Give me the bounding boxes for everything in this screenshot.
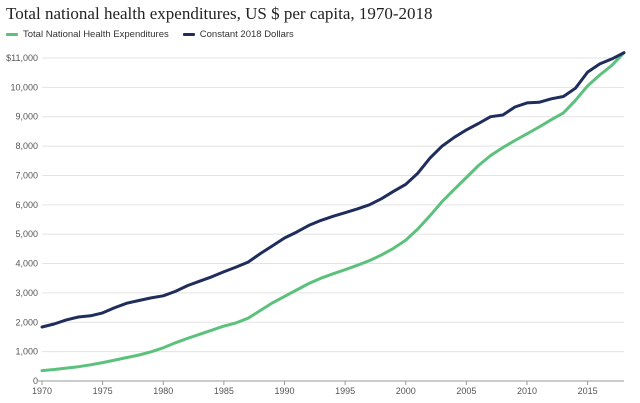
series-lines (40, 51, 626, 373)
y-tick-label: 0 (33, 376, 38, 386)
x-tick-label: 1970 (32, 386, 52, 396)
y-tick-label: 8,000 (15, 141, 38, 151)
legend-label-constant: Constant 2018 Dollars (199, 29, 294, 40)
x-tick-label: 1990 (274, 386, 294, 396)
x-tick-label: 2000 (396, 386, 416, 396)
legend-swatch-constant (182, 33, 195, 36)
legend-swatch-total (6, 33, 18, 36)
y-tick-label: 7,000 (15, 170, 38, 180)
x-tick-label: 1985 (214, 386, 234, 396)
x-tick-label: 2010 (517, 386, 537, 396)
y-tick-label: $11,000 (6, 53, 38, 63)
legend-item-constant: Constant 2018 Dollars (182, 29, 294, 40)
x-tick-label: 2005 (456, 386, 476, 396)
x-tick-label: 1995 (335, 386, 355, 396)
y-tick-label: 1,000 (15, 347, 38, 357)
y-tick-label: 10,000 (10, 82, 38, 92)
x-tick-label: 1980 (153, 386, 173, 396)
series-line-constant (40, 51, 626, 329)
legend-item-total: Total National Health Expenditures (6, 29, 169, 40)
legend-label-total: Total National Health Expenditures (23, 29, 169, 40)
y-tick-label: 4,000 (15, 259, 38, 269)
chart-title: Total national health expenditures, US $… (6, 4, 433, 23)
y-tick-label: 5,000 (15, 229, 38, 239)
gridlines (42, 57, 624, 353)
y-axis-tick-labels: 0 1,000 2,000 3,000 4,000 5,000 6,000 7,000 8,00… (6, 53, 38, 386)
series-line-total (40, 51, 626, 373)
y-tick-label: 9,000 (15, 112, 38, 122)
x-tick-label: 2015 (578, 386, 598, 396)
y-tick-label: 6,000 (15, 200, 38, 210)
x-axis-tick-labels: 1970 1975 1980 1985 1990 1995 2000 2005 2010 2015 (32, 381, 598, 396)
y-tick-label: 3,000 (15, 288, 38, 298)
legend: Total National Health Expenditures Const… (6, 29, 308, 40)
y-tick-label: 2,000 (15, 317, 38, 327)
x-tick-label: 1975 (93, 386, 113, 396)
